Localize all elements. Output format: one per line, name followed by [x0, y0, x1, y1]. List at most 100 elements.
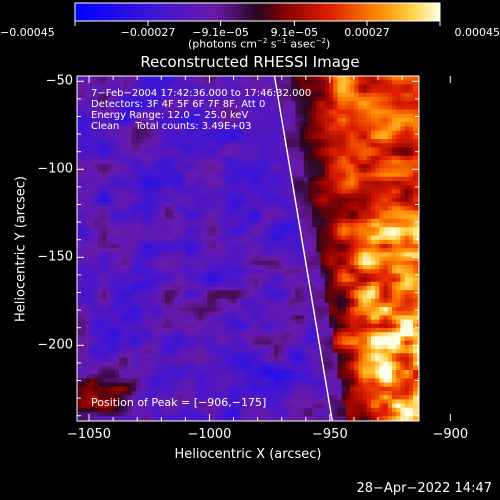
heatmap-cell — [144, 172, 149, 178]
heatmap-cell — [135, 151, 141, 157]
heatmap-cell — [93, 202, 99, 207]
heatmap-cell — [362, 227, 368, 232]
heatmap-cell — [173, 202, 179, 207]
heatmap-cell — [408, 181, 414, 186]
heatmap-cell — [337, 214, 342, 220]
heatmap-cell — [345, 206, 351, 211]
heatmap-cell — [278, 176, 284, 182]
heatmap-cell — [110, 143, 116, 148]
heatmap-cell — [408, 147, 414, 152]
heatmap-cell — [131, 88, 137, 94]
heatmap-cell — [316, 122, 321, 127]
heatmap-cell — [93, 147, 99, 152]
heatmap-cell — [131, 277, 137, 283]
heatmap-cell — [333, 151, 338, 157]
heatmap-cell — [85, 151, 90, 157]
heatmap-cell — [114, 193, 120, 199]
heatmap-cell — [110, 118, 116, 123]
heatmap-cell — [383, 197, 389, 203]
heatmap-cell — [228, 118, 233, 123]
heatmap-cell — [329, 130, 334, 136]
heatmap-cell — [383, 248, 389, 253]
heatmap-cell — [224, 76, 229, 81]
heatmap-cell — [287, 134, 292, 140]
heatmap-cell — [148, 164, 153, 169]
heatmap-cell — [131, 122, 137, 127]
heatmap-cell — [413, 315, 418, 320]
heatmap-cell — [110, 286, 116, 291]
heatmap-cell — [224, 139, 229, 144]
heatmap-cell — [350, 193, 355, 199]
heatmap-cell — [123, 101, 128, 106]
heatmap-cell — [156, 202, 162, 207]
heatmap-cell — [413, 172, 418, 178]
heatmap-cell — [114, 80, 120, 85]
heatmap-cell — [169, 218, 174, 224]
heatmap-cell — [182, 252, 187, 257]
heatmap-cell — [135, 231, 141, 236]
heatmap-cell — [156, 223, 162, 228]
heatmap-cell — [341, 113, 347, 119]
heatmap-cell — [135, 181, 141, 186]
heatmap-cell — [371, 273, 376, 278]
heatmap-cell — [270, 294, 275, 299]
heatmap-cell — [371, 248, 376, 253]
heatmap-cell — [207, 139, 212, 144]
heatmap-cell — [324, 197, 330, 203]
heatmap-cell — [282, 307, 288, 312]
heatmap-cell — [312, 134, 317, 140]
heatmap-cell — [270, 113, 275, 119]
heatmap-cell — [89, 160, 95, 165]
heatmap-cell — [299, 160, 305, 165]
heatmap-cell — [371, 189, 376, 194]
heatmap-cell — [135, 315, 141, 320]
heatmap-cell — [140, 256, 145, 262]
heatmap-cell — [282, 147, 288, 152]
heatmap-cell — [417, 88, 419, 94]
heatmap-cell — [320, 269, 326, 274]
heatmap-cell — [102, 307, 107, 312]
heatmap-cell — [127, 256, 132, 262]
heatmap-cell — [173, 265, 179, 270]
heatmap-cell — [383, 181, 389, 186]
heatmap-cell — [156, 256, 162, 262]
heatmap-cell — [396, 197, 401, 203]
heatmap-cell — [350, 181, 355, 186]
heatmap-cell — [354, 218, 359, 224]
heatmap-cell — [316, 294, 321, 299]
heatmap-cell — [274, 176, 279, 182]
heatmap-cell — [379, 176, 384, 182]
heatmap-cell — [354, 286, 359, 291]
heatmap-cell — [169, 160, 174, 165]
heatmap-cell — [152, 269, 158, 274]
heatmap-cell — [253, 319, 258, 325]
heatmap-cell — [354, 311, 359, 316]
heatmap-cell — [299, 273, 305, 278]
heatmap-cell — [140, 122, 145, 127]
heatmap-cell — [291, 269, 296, 274]
heatmap-cell — [404, 323, 410, 329]
heatmap-cell — [278, 277, 284, 283]
heatmap-cell — [274, 160, 279, 165]
heatmap-cell — [135, 197, 141, 203]
heatmap-cell — [375, 181, 380, 186]
heatmap-cell — [366, 269, 372, 274]
heatmap-cell — [245, 109, 250, 115]
heatmap-cell — [417, 315, 419, 320]
heatmap-cell — [291, 181, 296, 186]
heatmap-cell — [400, 76, 405, 81]
heatmap-cell — [282, 160, 288, 165]
heatmap-cell — [333, 273, 338, 278]
heatmap-cell — [375, 302, 380, 308]
heatmap-cell — [324, 235, 330, 241]
heatmap-cell — [165, 181, 170, 186]
heatmap-cell — [404, 273, 410, 278]
heatmap-cell — [366, 223, 372, 228]
heatmap-cell — [324, 260, 330, 266]
heatmap-cell — [245, 248, 250, 253]
heatmap-cell — [211, 319, 216, 325]
heatmap-cell — [257, 80, 263, 85]
heatmap-cell — [270, 235, 275, 241]
heatmap-cell — [165, 147, 170, 152]
heatmap-cell — [261, 155, 267, 161]
